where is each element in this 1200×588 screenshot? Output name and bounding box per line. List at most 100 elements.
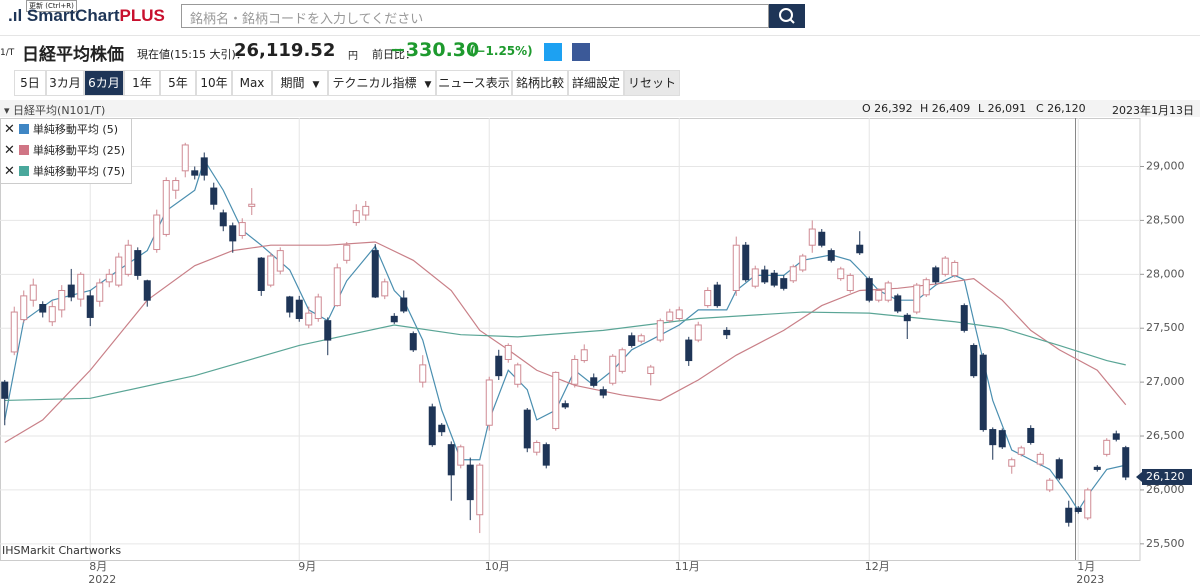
candle-body <box>295 299 303 320</box>
legend-item[interactable]: ✕ 単純移動平均 (25) <box>1 140 131 161</box>
y-tick-label: 28,000 <box>1146 267 1185 280</box>
candle-body <box>343 244 351 261</box>
dropdown-arrow: ▼ <box>312 80 320 90</box>
legend-close: ✕ <box>4 143 15 158</box>
candle-body <box>352 210 360 224</box>
candle-body <box>324 320 332 341</box>
candle-body <box>742 244 750 281</box>
year-label: 2022 <box>88 573 116 586</box>
toolbar-button[interactable]: 5年 <box>160 70 196 96</box>
candle-body <box>609 355 617 384</box>
candle-body <box>1065 507 1073 523</box>
candle-body <box>799 255 807 271</box>
candle-body <box>542 444 550 466</box>
symbol[interactable]: ▾ 日経平均(N101/T) <box>4 104 106 117</box>
candle-body <box>780 278 788 289</box>
search-button[interactable] <box>769 4 805 28</box>
candle-body <box>124 244 132 275</box>
price: 26,119.52 <box>234 40 336 61</box>
candle-body <box>466 464 474 501</box>
legend-label: 単純移動平均 (75) <box>32 165 125 178</box>
candle-body <box>20 295 28 321</box>
candle-body <box>428 406 436 446</box>
y-tick-label: 27,500 <box>1146 321 1185 334</box>
candle-body <box>238 222 246 237</box>
toolbar-button[interactable]: 10年 <box>196 70 232 96</box>
toolbar-button[interactable]: 6カ月 <box>84 70 124 96</box>
candle-body <box>970 344 978 377</box>
toolbar-button[interactable]: 銘柄比較 <box>512 70 568 96</box>
candle-body <box>884 282 892 301</box>
y-tick-label: 26,000 <box>1146 483 1185 496</box>
toolbar-button[interactable]: 1年 <box>124 70 160 96</box>
candle-body <box>210 187 218 205</box>
candle-body <box>789 266 797 282</box>
candle-body <box>1122 447 1130 478</box>
candle-body <box>200 157 208 176</box>
candle-body <box>10 311 18 353</box>
candle-body <box>447 444 455 476</box>
y-tick-label: 29,000 <box>1146 160 1185 173</box>
candle-body <box>941 257 949 275</box>
candle-body <box>599 389 607 396</box>
candle-body <box>637 335 645 342</box>
year-label: 2023 <box>1076 573 1104 586</box>
twitter[interactable] <box>544 43 562 61</box>
toolbar-button[interactable]: Max <box>232 70 272 96</box>
candle-body <box>751 268 759 287</box>
toolbar-button[interactable]: 詳細設定 <box>568 70 624 96</box>
search-box[interactable]: 銘柄名・銘柄コードを入力してください <box>181 4 769 28</box>
candle-body <box>932 267 940 283</box>
facebook[interactable] <box>572 43 590 61</box>
legend-item[interactable]: ✕ 単純移動平均 (75) <box>1 161 131 182</box>
candle-body <box>58 289 66 311</box>
candle-body <box>1084 489 1092 519</box>
ohlc-h: H 26,409 <box>920 102 971 115</box>
candle-body <box>39 304 47 313</box>
name: 日経平均株価 <box>22 45 124 65</box>
candle-body <box>48 306 56 323</box>
toolbar-button[interactable]: 3カ月 <box>46 70 84 96</box>
logo-icon: .ıl <box>8 6 27 25</box>
toolbar-button[interactable]: ニュース表示 <box>436 70 512 96</box>
legend-close: ✕ <box>4 122 15 137</box>
candle-body <box>419 364 427 383</box>
y-tick-label: 26,500 <box>1146 429 1185 442</box>
legend-item[interactable]: ✕ 単純移動平均 (5) <box>1 119 131 140</box>
candle-body <box>856 244 864 254</box>
y-tick-label: 28,500 <box>1146 213 1185 226</box>
toolbar-button[interactable]: リセット <box>624 70 680 96</box>
candle-body <box>675 309 683 320</box>
candle-body <box>580 349 588 362</box>
x-tick-label: 9月 <box>298 560 316 573</box>
logo-main: SmartChart <box>26 6 120 25</box>
candle-body <box>134 250 142 276</box>
logo[interactable]: .ıl SmartChartPLUS <box>8 6 165 26</box>
toolbar-button[interactable]: 5日 <box>14 70 46 96</box>
candle-body <box>181 144 189 172</box>
quote-row: 1/T 日経平均株価 現在値(15:15 大引)： 26,119.52 円 前日… <box>0 39 1200 66</box>
candle-body <box>162 180 170 235</box>
candle-body <box>903 314 911 322</box>
unit: 円 <box>348 51 358 62</box>
candle-body <box>390 315 398 323</box>
candle-body <box>998 430 1006 448</box>
ohlc-c: C 26,120 <box>1036 102 1086 115</box>
y-tick-label: 27,000 <box>1146 375 1185 388</box>
chart: 25,500 26,000 26,500 27,000 27,500 28,000 28,5… <box>0 118 1192 586</box>
toolbar-button[interactable]: テクニカル指標 ▼ <box>328 70 436 96</box>
candle-body <box>894 295 902 312</box>
last-price-box <box>1142 468 1192 485</box>
candle-body <box>989 429 997 446</box>
candle-body <box>514 364 522 385</box>
candle-body <box>628 335 636 346</box>
info-row: ▾ 日経平均(N101/T) O 26,392 H 26,409 L 26,09… <box>0 100 1200 117</box>
candle-body <box>1103 439 1111 455</box>
candle-body <box>257 257 265 291</box>
legend-label: 単純移動平均 (5) <box>32 123 118 136</box>
candle-body <box>571 358 579 385</box>
toolbar-button[interactable]: 期間 ▼ <box>272 70 328 96</box>
candle-body <box>618 349 626 372</box>
x-tick-label: 11月 <box>675 560 700 573</box>
